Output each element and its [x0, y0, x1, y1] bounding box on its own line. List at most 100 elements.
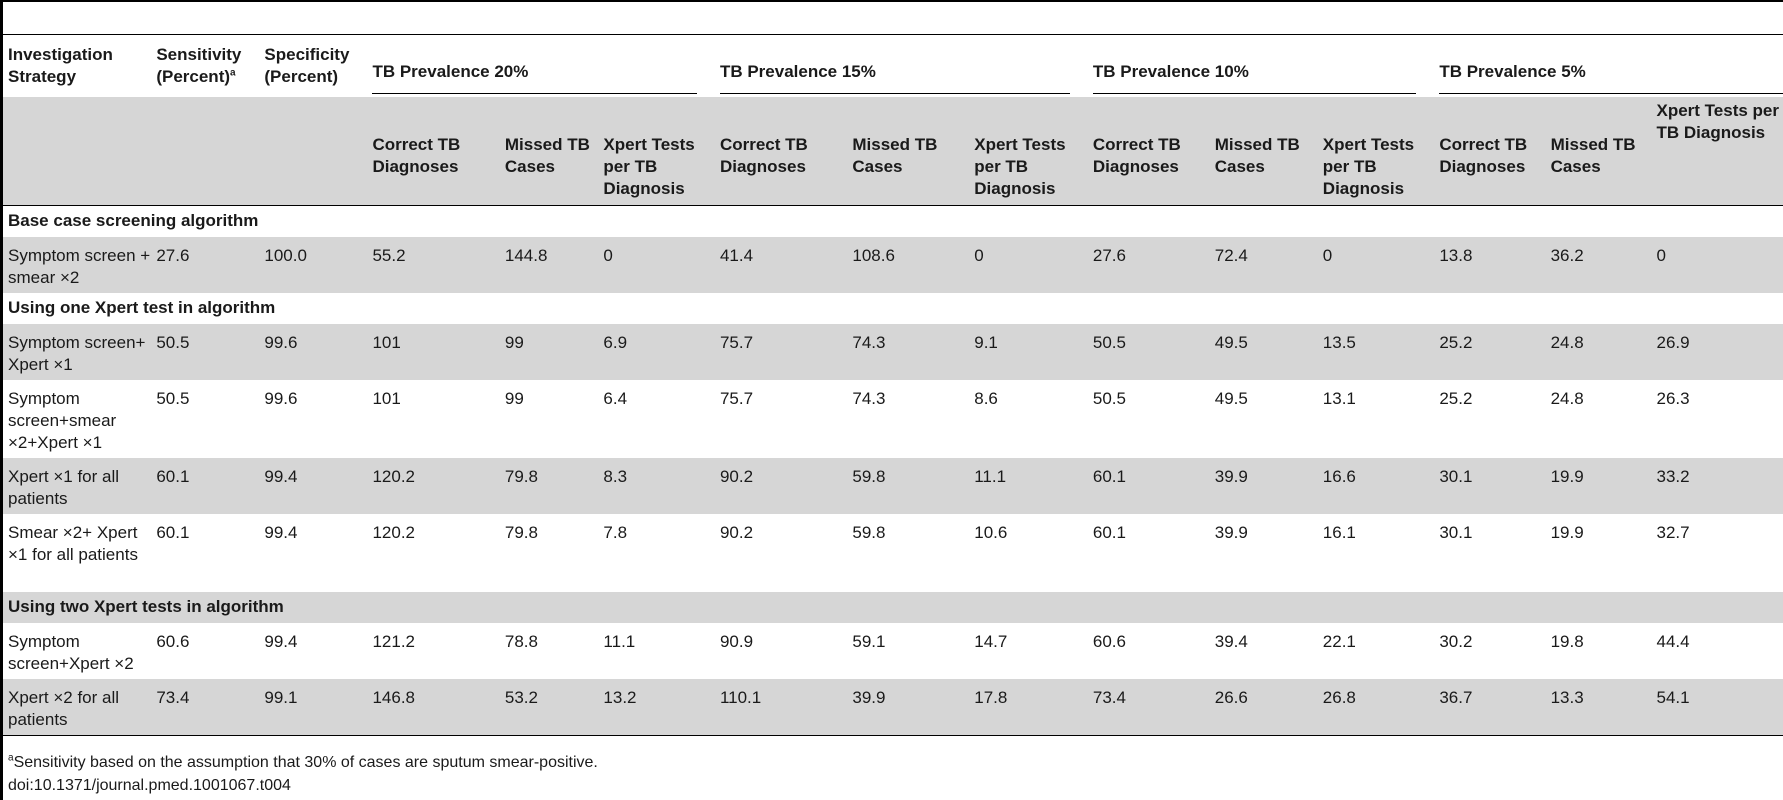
section-title: Using two Xpert tests in algorithm [3, 591, 1783, 623]
value-cell: 24.8 [1545, 323, 1652, 380]
footnote-marker: a [230, 67, 236, 79]
value-cell: 75.7 [714, 323, 848, 380]
subheader-cell: Missed TB Cases [1209, 97, 1318, 206]
footnote-doi: doi:10.1371/journal.pmed.1001067.t004 [8, 777, 291, 794]
subheader-cell: Xpert Tests per TB Diagnosis [969, 97, 1088, 206]
value-cell: 44.4 [1656, 631, 1690, 651]
header-prevalence-group: TB Prevalence 15% [715, 35, 1088, 97]
header-investigation-strategy: Investigation Strategy [8, 45, 113, 86]
value-cell: 72.4 [1209, 236, 1318, 293]
value-cell: 25.2 [1439, 388, 1473, 408]
strategy-cell: Xpert ×1 for all patients [3, 457, 152, 514]
value-cell: 120.2 [372, 522, 415, 542]
value-cell: 73.4 [1087, 678, 1210, 736]
value-cell: 41.4 [714, 236, 848, 293]
value-cell: 13.2 [598, 678, 715, 736]
table-row: Symptom screen + smear ×2 27.6 100.0 55.2 14… [3, 236, 1783, 293]
subheader-cell: Missed TB Cases [1545, 97, 1652, 206]
value-cell: 36.7 [1434, 678, 1546, 736]
value-cell: 55.2 [367, 236, 500, 293]
value-cell: 53.2 [499, 678, 599, 736]
value-cell: 32.7 [1656, 522, 1690, 542]
value-cell: 14.7 [974, 631, 1008, 651]
section-row: Using two Xpert tests in algorithm [3, 591, 1783, 623]
value-cell: 110.1 [714, 678, 848, 736]
value-cell: 108.6 [847, 236, 970, 293]
strategy-cell: Smear ×2+ Xpert ×1 for all patients [8, 522, 138, 564]
section-row: Base case screening algorithm [3, 205, 1783, 237]
subheader-cell: Correct TB Diagnoses [714, 97, 848, 206]
value-cell: 74.3 [847, 323, 970, 380]
value-cell: 90.2 [719, 522, 754, 542]
header-row-top: Investigation Strategy Sensitivity (Perc… [3, 35, 1783, 97]
value-cell: 75.7 [719, 388, 754, 408]
value-cell: 11.1 [969, 457, 1088, 514]
strategy-cell: Symptom screen+ Xpert ×1 [3, 323, 152, 380]
value-cell: 144.8 [499, 236, 599, 293]
value-cell: 13.8 [1434, 236, 1546, 293]
value-cell: 101 [372, 388, 401, 408]
table-row: Symptom screen+smear ×2+Xpert ×1 50.5 99.6… [3, 380, 1783, 458]
sensitivity-cell: 60.1 [151, 457, 260, 514]
specificity-cell: 99.1 [259, 678, 368, 736]
value-cell: 79.8 [499, 457, 599, 514]
value-cell: 25.2 [1434, 323, 1546, 380]
value-cell: 99 [504, 388, 524, 408]
value-cell: 9.1 [969, 323, 1088, 380]
value-cell: 10.6 [974, 522, 1008, 542]
value-cell: 26.8 [1317, 678, 1435, 736]
value-cell: 22.1 [1322, 631, 1356, 651]
specificity-cell: 99.4 [264, 631, 298, 651]
section-title: Using one Xpert test in algorithm [8, 297, 276, 317]
specificity-cell: 100.0 [259, 236, 368, 293]
strategy-cell: Symptom screen+smear ×2+Xpert ×1 [8, 388, 117, 452]
value-cell: 13.3 [1545, 678, 1652, 736]
value-cell: 49.5 [1209, 323, 1318, 380]
value-cell: 90.9 [719, 631, 754, 651]
value-cell: 13.1 [1322, 388, 1356, 408]
section-title: Base case screening algorithm [8, 210, 259, 230]
subheader-cell: Missed TB Cases [499, 97, 599, 206]
specificity-cell: 99.6 [259, 323, 368, 380]
value-cell: 0 [1317, 236, 1435, 293]
strategy-cell: Symptom screen + smear ×2 [3, 236, 152, 293]
header-blank [151, 97, 260, 206]
value-cell: 49.5 [1214, 388, 1248, 408]
subheader-cell: Correct TB Diagnoses [1087, 97, 1210, 206]
value-cell: 27.6 [1087, 236, 1210, 293]
value-cell: 26.3 [1656, 388, 1690, 408]
value-cell: 50.5 [1087, 323, 1210, 380]
value-cell: 50.5 [1092, 388, 1126, 408]
header-prevalence-group: TB Prevalence 5% [1434, 35, 1783, 97]
value-cell: 146.8 [367, 678, 500, 736]
subheader-cell: Correct TB Diagnoses [367, 97, 500, 206]
value-cell: 74.3 [852, 388, 886, 408]
value-cell: 120.2 [367, 457, 500, 514]
value-cell: 11.1 [603, 631, 636, 651]
value-cell: 16.1 [1322, 522, 1356, 542]
value-cell: 59.8 [852, 522, 886, 542]
header-blank [259, 97, 368, 206]
value-cell: 39.9 [1214, 522, 1248, 542]
strategy-cell: Xpert ×2 for all patients [3, 678, 152, 736]
value-cell: 8.3 [598, 457, 715, 514]
subheader-cell: Xpert Tests per TB Diagnosis [598, 97, 715, 206]
value-cell: 26.6 [1209, 678, 1318, 736]
footnote-text: aSensitivity based on the assumption tha… [8, 752, 598, 771]
value-cell: 7.8 [603, 522, 628, 542]
value-cell: 16.6 [1317, 457, 1435, 514]
header-row-sub: Correct TB Diagnoses Missed TB Cases Xpert… [3, 97, 1783, 206]
value-cell: 0 [969, 236, 1088, 293]
value-cell: 78.8 [504, 631, 538, 651]
subheader-cell: Xpert Tests per TB Diagnosis [1651, 97, 1783, 206]
sensitivity-cell: 60.1 [156, 522, 190, 542]
table-row: Smear ×2+ Xpert ×1 for all patients 60.1 9… [3, 514, 1783, 592]
sensitivity-cell: 73.4 [151, 678, 260, 736]
sensitivity-cell: 50.5 [151, 323, 260, 380]
value-cell: 6.4 [603, 388, 628, 408]
value-cell: 60.1 [1092, 522, 1126, 542]
header-sensitivity: Sensitivity (Percent)a [156, 45, 242, 86]
header-prevalence-group: TB Prevalence 20% [367, 35, 715, 97]
table-row: Xpert ×1 for all patients 60.1 99.4 120.2 79… [3, 457, 1783, 514]
